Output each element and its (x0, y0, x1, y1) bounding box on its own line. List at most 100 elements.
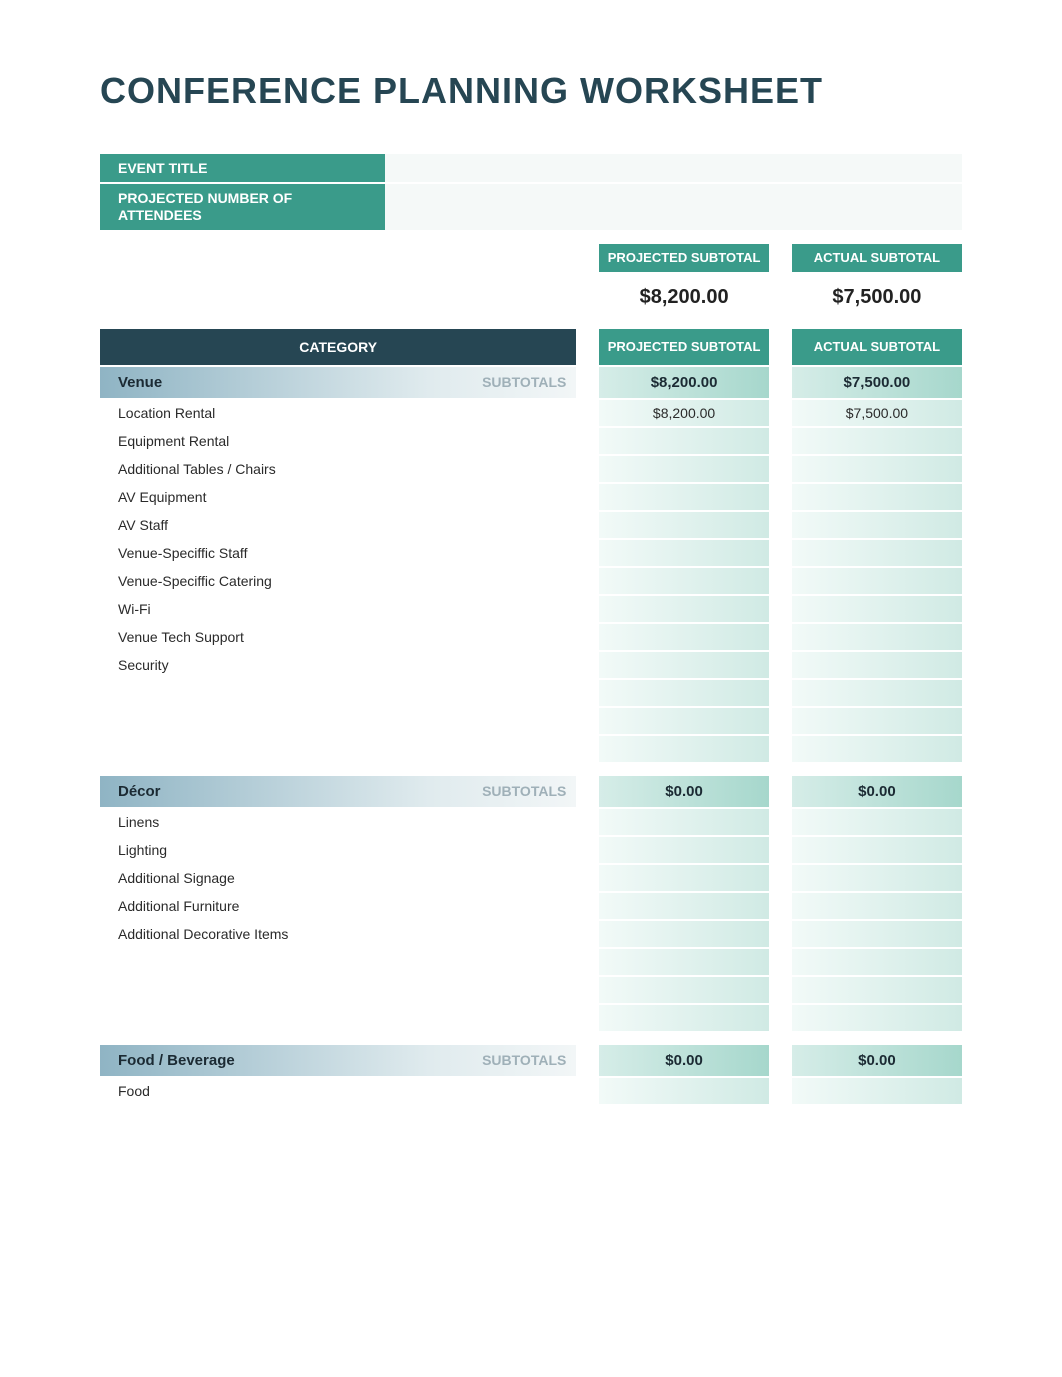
line-item-actual[interactable] (792, 456, 962, 482)
line-item-actual[interactable] (792, 893, 962, 919)
line-item-actual[interactable] (792, 921, 962, 947)
line-item-name: Lighting (100, 837, 429, 863)
line-item-actual[interactable] (792, 428, 962, 454)
blank-projected[interactable] (599, 680, 769, 706)
projected-header: PROJECTED SUBTOTAL (599, 329, 769, 365)
section-header-row: VenueSUBTOTALS$8,200.00$7,500.00 (100, 367, 962, 398)
page-title: CONFERENCE PLANNING WORKSHEET (100, 70, 962, 112)
line-item-row: Additional Furniture (100, 893, 962, 919)
section-header-row: DécorSUBTOTALS$0.00$0.00 (100, 776, 962, 807)
line-item-projected[interactable] (599, 921, 769, 947)
section-name: Food / Beverage (100, 1045, 429, 1076)
line-item-row: Venue-Speciffic Staff (100, 540, 962, 566)
section-actual: $0.00 (792, 1045, 962, 1076)
blank-line-row (100, 708, 962, 734)
line-item-name: Additional Tables / Chairs (100, 456, 429, 482)
line-item-projected[interactable] (599, 568, 769, 594)
line-item-row: Additional Signage (100, 865, 962, 891)
category-header: CATEGORY (100, 329, 576, 365)
line-item-actual[interactable] (792, 540, 962, 566)
attendees-input[interactable] (385, 184, 962, 230)
line-item-actual[interactable] (792, 484, 962, 510)
line-item-row: Venue Tech Support (100, 624, 962, 650)
line-item-actual[interactable] (792, 865, 962, 891)
line-item-projected[interactable] (599, 1078, 769, 1104)
line-item-actual[interactable] (792, 809, 962, 835)
blank-actual[interactable] (792, 1005, 962, 1031)
line-item-projected[interactable] (599, 624, 769, 650)
blank-projected[interactable] (599, 736, 769, 762)
line-item-row: Equipment Rental (100, 428, 962, 454)
line-item-row: AV Equipment (100, 484, 962, 510)
blank-name[interactable] (100, 977, 429, 1003)
section-name: Venue (100, 367, 429, 398)
line-item-row: AV Staff (100, 512, 962, 538)
line-item-actual[interactable] (792, 624, 962, 650)
line-item-projected[interactable] (599, 865, 769, 891)
category-header-row: CATEGORY PROJECTED SUBTOTAL ACTUAL SUBTO… (100, 329, 962, 365)
line-item-row: Additional Tables / Chairs (100, 456, 962, 482)
line-item-row: Lighting (100, 837, 962, 863)
line-item-name: Additional Signage (100, 865, 429, 891)
line-item-projected[interactable] (599, 456, 769, 482)
attendees-label: PROJECTED NUMBER OF ATTENDEES (100, 184, 385, 230)
section-actual: $7,500.00 (792, 367, 962, 398)
line-item-projected[interactable] (599, 893, 769, 919)
event-info-table: EVENT TITLE PROJECTED NUMBER OF ATTENDEE… (100, 152, 962, 232)
line-item-name: Additional Decorative Items (100, 921, 429, 947)
line-item-projected[interactable] (599, 809, 769, 835)
line-item-actual[interactable]: $7,500.00 (792, 400, 962, 426)
blank-projected[interactable] (599, 1005, 769, 1031)
line-item-projected[interactable] (599, 837, 769, 863)
line-item-actual[interactable] (792, 596, 962, 622)
blank-line-row (100, 977, 962, 1003)
subtotals-label: SUBTOTALS (429, 1045, 576, 1076)
line-item-row: Food (100, 1078, 962, 1104)
line-item-row: Location Rental $8,200.00 $7,500.00 (100, 400, 962, 426)
line-item-actual[interactable] (792, 837, 962, 863)
blank-actual[interactable] (792, 708, 962, 734)
line-item-projected[interactable] (599, 652, 769, 678)
line-item-actual[interactable] (792, 512, 962, 538)
line-item-actual[interactable] (792, 1078, 962, 1104)
blank-projected[interactable] (599, 977, 769, 1003)
line-item-name: Security (100, 652, 429, 678)
line-item-name: Venue-Speciffic Catering (100, 568, 429, 594)
blank-actual[interactable] (792, 949, 962, 975)
event-title-label: EVENT TITLE (100, 154, 385, 182)
line-item-projected[interactable] (599, 428, 769, 454)
line-item-row: Security (100, 652, 962, 678)
blank-name[interactable] (100, 949, 429, 975)
blank-line-row (100, 949, 962, 975)
line-item-projected[interactable]: $8,200.00 (599, 400, 769, 426)
blank-name[interactable] (100, 1005, 429, 1031)
blank-name[interactable] (100, 736, 429, 762)
line-item-row: Linens (100, 809, 962, 835)
section-projected: $0.00 (599, 776, 769, 807)
line-item-name: Venue-Speciffic Staff (100, 540, 429, 566)
line-item-projected[interactable] (599, 512, 769, 538)
line-item-name: AV Equipment (100, 484, 429, 510)
blank-actual[interactable] (792, 736, 962, 762)
blank-name[interactable] (100, 708, 429, 734)
blank-line-row (100, 736, 962, 762)
section-name: Décor (100, 776, 429, 807)
blank-projected[interactable] (599, 949, 769, 975)
line-item-projected[interactable] (599, 596, 769, 622)
line-item-actual[interactable] (792, 652, 962, 678)
event-title-input[interactable] (385, 154, 962, 182)
line-item-projected[interactable] (599, 540, 769, 566)
blank-projected[interactable] (599, 708, 769, 734)
line-item-name: Additional Furniture (100, 893, 429, 919)
section-projected: $8,200.00 (599, 367, 769, 398)
line-item-projected[interactable] (599, 484, 769, 510)
section-actual: $0.00 (792, 776, 962, 807)
section-header-row: Food / BeverageSUBTOTALS$0.00$0.00 (100, 1045, 962, 1076)
line-item-row: Additional Decorative Items (100, 921, 962, 947)
line-item-actual[interactable] (792, 568, 962, 594)
blank-name[interactable] (100, 680, 429, 706)
line-item-name: Location Rental (100, 400, 429, 426)
blank-actual[interactable] (792, 977, 962, 1003)
line-item-name: Equipment Rental (100, 428, 429, 454)
blank-actual[interactable] (792, 680, 962, 706)
